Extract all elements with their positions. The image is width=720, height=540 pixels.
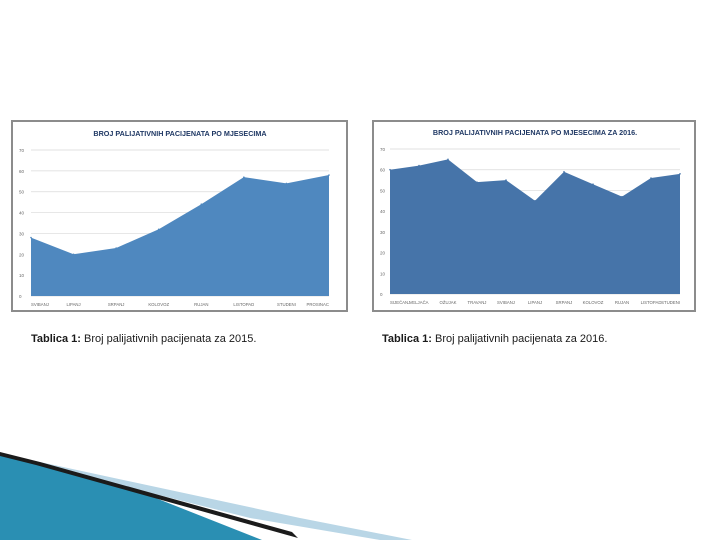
chart-2015-ytick-label: 20 xyxy=(19,252,25,257)
chart-2015-xtick-label: SRPANJ xyxy=(108,302,125,307)
chart-2016-ytick-label: 20 xyxy=(380,251,386,256)
chart-2016-xtick-label: KOLOVOZ xyxy=(583,300,604,305)
chart-2015-data-point xyxy=(328,174,330,176)
chart-2015-xtick-label: STUDENI xyxy=(277,302,296,307)
chart-2016-data-point xyxy=(621,195,623,198)
chart-2016-xtick-label: RUJAN xyxy=(615,300,629,305)
chart-2015-svg: BROJ PALIJATIVNIH PACIJENATA PO MJESECIM… xyxy=(19,129,330,307)
chart-2016-data-point xyxy=(505,179,507,181)
caption-2016: Tablica 1: Broj palijativnih pacijenata … xyxy=(382,333,607,345)
chart-2016-title: BROJ PALIJATIVNIH PACIJENATA PO MJESECIM… xyxy=(433,128,637,137)
chart-2016-xtick-label: SRPANJ xyxy=(556,300,573,305)
chart-2015-data-point xyxy=(200,203,203,206)
chart-2016-data-point xyxy=(418,164,420,167)
caption-2016-text: Broj palijativnih pacijenata za 2016. xyxy=(431,333,608,345)
chart-2016-data-point xyxy=(534,199,536,202)
chart-2016-panel: BROJ PALIJATIVNIH PACIJENATA PO MJESECIM… xyxy=(372,120,696,312)
chart-2016-data-point xyxy=(679,173,681,175)
chart-2016-data-point xyxy=(476,181,478,183)
chart-2015-ytick-label: 30 xyxy=(19,231,25,236)
chart-2016-svg: BROJ PALIJATIVNIH PACIJENATA PO MJESECIM… xyxy=(380,128,681,305)
chart-2016-xtick-label: OŽUJAK xyxy=(440,300,457,305)
decor-light-stripe xyxy=(36,462,412,540)
chart-2015-data-point xyxy=(72,253,75,256)
chart-2016-ytick-label: 60 xyxy=(380,168,386,173)
chart-2015-data-point xyxy=(157,228,160,231)
chart-2015-data-point xyxy=(243,176,245,178)
chart-2016-xtick-label: LISTOPAD xyxy=(641,300,662,305)
caption-2015-text: Broj palijativnih pacijenata za 2015. xyxy=(80,333,257,345)
chart-2015-ytick-label: 70 xyxy=(19,148,25,153)
chart-2015-data-point xyxy=(115,247,117,249)
chart-2015-ytick-label: 60 xyxy=(19,169,25,174)
chart-2015-data-point xyxy=(30,236,32,239)
chart-2016-xtick-label: SIJEČANJ xyxy=(390,300,410,305)
chart-2016-ytick-label: 10 xyxy=(380,271,386,276)
chart-2015-xtick-label: RUJAN xyxy=(194,302,208,307)
chart-2015-area-series xyxy=(31,175,329,296)
chart-2016-xtick-label: TRAVANJ xyxy=(468,300,487,305)
chart-2016-ytick-label: 30 xyxy=(380,230,386,235)
chart-2016-data-point xyxy=(650,177,652,179)
chart-2016-data-point xyxy=(563,170,565,173)
chart-2015-xtick-label: LIPANJ xyxy=(66,302,80,307)
chart-2016-xtick-label: LIPANJ xyxy=(528,300,542,305)
chart-2015-xtick-label: KOLOVOZ xyxy=(148,302,169,307)
chart-2015-ytick-label: 40 xyxy=(19,211,25,216)
chart-2015-xtick-label: PROSINAC xyxy=(307,302,329,307)
chart-2016-ytick-label: 50 xyxy=(380,188,386,193)
chart-2015-data-point xyxy=(285,182,288,185)
caption-2016-label: Tablica 1: xyxy=(382,333,432,345)
caption-2015: Tablica 1: Broj palijativnih pacijenata … xyxy=(31,333,256,345)
chart-2016-ytick-label: 0 xyxy=(380,292,383,297)
chart-2015-xtick-label: SVIBANJ xyxy=(31,302,49,307)
slide-corner-decoration xyxy=(0,452,412,540)
chart-2015-panel: BROJ PALIJATIVNIH PACIJENATA PO MJESECIM… xyxy=(11,120,348,312)
caption-2015-label: Tablica 1: xyxy=(31,333,81,345)
decor-teal-wedge xyxy=(0,454,262,540)
chart-2015-ytick-label: 10 xyxy=(19,273,25,278)
chart-2016-xtick-label: VELJAČA xyxy=(409,300,428,305)
chart-2016-data-point xyxy=(447,158,449,161)
chart-2016-xtick-label: SVIBANJ xyxy=(497,300,515,305)
chart-2016-ytick-label: 40 xyxy=(380,209,386,214)
decor-dark-stripe xyxy=(0,452,298,538)
chart-2016-ytick-label: 70 xyxy=(380,147,386,152)
chart-2016-data-point xyxy=(592,183,594,186)
chart-2015-xtick-label: LISTOPAD xyxy=(233,302,254,307)
chart-2015-ytick-label: 0 xyxy=(19,294,22,299)
chart-2015-title: BROJ PALIJATIVNIH PACIJENATA PO MJESECIM… xyxy=(93,129,266,138)
chart-2016-area-series xyxy=(390,159,680,294)
chart-2016-xtick-label: STUDENI xyxy=(661,300,680,305)
chart-2016-data-point xyxy=(389,168,391,171)
chart-2015-ytick-label: 50 xyxy=(19,190,25,195)
